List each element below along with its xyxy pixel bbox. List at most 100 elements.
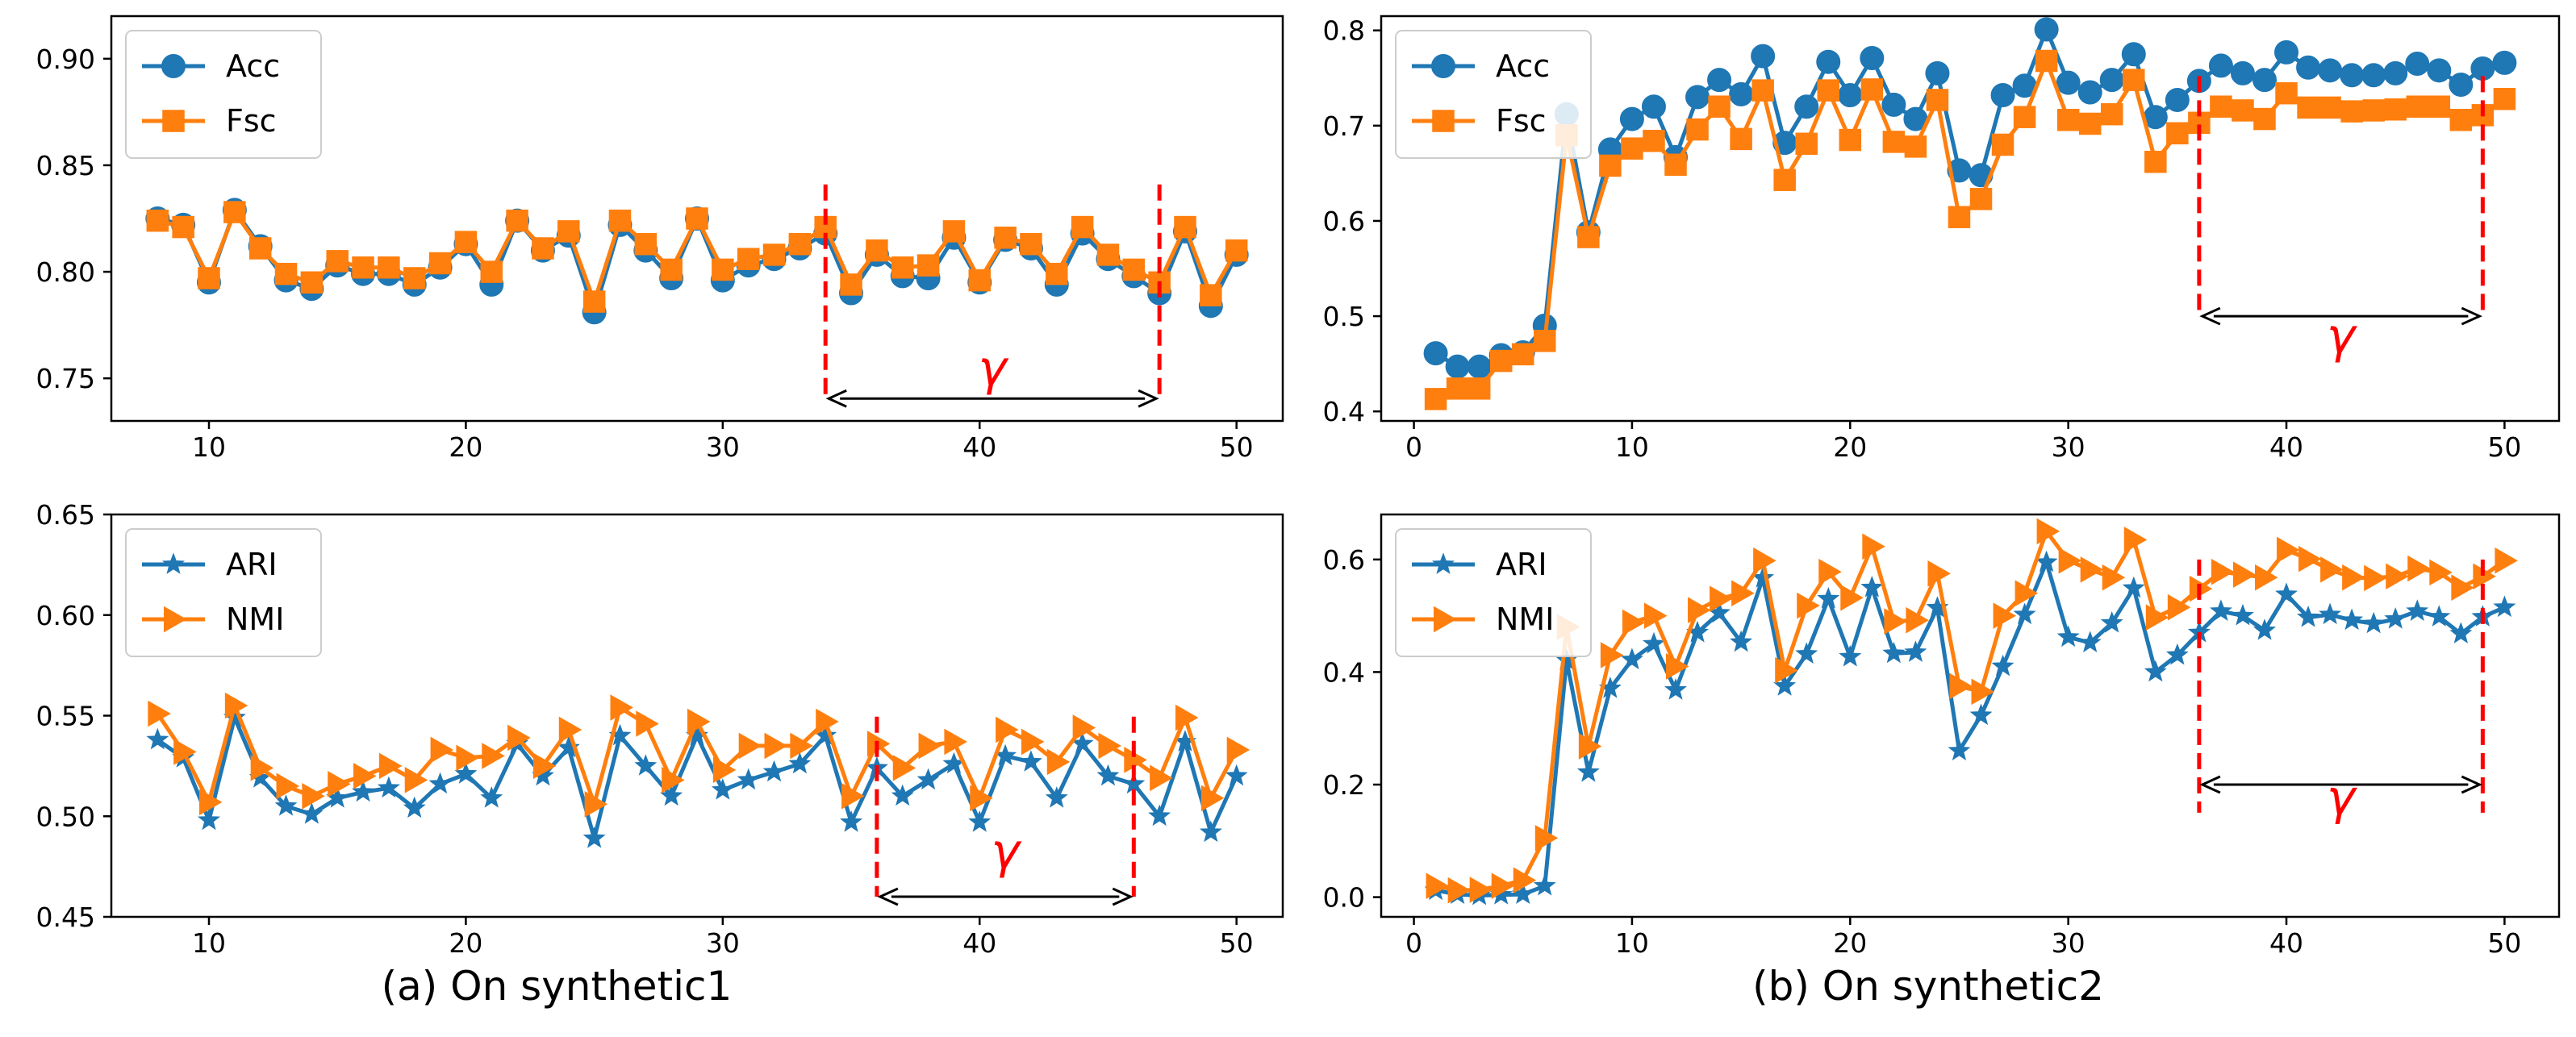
data-point-ari	[2384, 607, 2407, 629]
axes-frame	[110, 15, 1284, 423]
y-tick-label: 0.80	[36, 256, 95, 288]
data-point-nmi	[1753, 547, 1776, 574]
data-point-fsc	[1686, 118, 1709, 141]
data-point-fsc	[1643, 129, 1665, 152]
data-point-fsc	[2275, 81, 2298, 105]
data-point-ari	[1948, 739, 1971, 760]
data-point-nmi	[712, 756, 737, 784]
data-point-fsc	[2319, 96, 2341, 119]
data-point-fsc	[1511, 343, 1534, 366]
data-point-fsc	[1200, 284, 1222, 306]
data-point-ari	[2493, 595, 2516, 618]
data-point-fsc	[1489, 349, 1513, 373]
data-point-nmi	[430, 736, 454, 764]
y-tick-label: 0.50	[36, 801, 95, 832]
data-point-acc	[1729, 81, 1754, 106]
data-point-nmi	[1862, 533, 1885, 560]
x-tick-label: 50	[2487, 431, 2521, 463]
data-point-ari	[1148, 804, 1171, 827]
data-point-nmi	[2123, 527, 2148, 553]
data-point-fsc	[274, 262, 298, 285]
data-point-fsc	[2166, 122, 2189, 145]
data-point-acc	[2361, 63, 2386, 88]
y-tick-label: 0.2	[1323, 769, 1365, 801]
data-point-acc	[2383, 60, 2408, 85]
legend-box	[125, 528, 322, 657]
data-point-ari	[1122, 772, 1146, 794]
data-point-nmi	[1534, 825, 1559, 852]
data-point-nmi	[892, 755, 916, 781]
data-point-ari	[1730, 630, 1753, 652]
data-point-nmi	[328, 771, 351, 798]
legend-label-acc: Acc	[226, 48, 280, 84]
data-point-acc	[2252, 68, 2277, 93]
data-point-acc	[2099, 68, 2124, 93]
data-point-fsc	[1071, 215, 1094, 239]
data-point-nmi	[2342, 564, 2365, 591]
data-point-ari	[634, 754, 658, 776]
data-point-ari	[146, 727, 169, 750]
data-point-nmi	[2211, 558, 2235, 585]
data-point-nmi	[2364, 564, 2387, 592]
data-point-ari	[1773, 674, 1797, 696]
data-point-nmi	[1927, 560, 1951, 587]
legend-label-acc: Acc	[1496, 48, 1550, 84]
x-tick-label: 10	[192, 927, 226, 959]
data-point-ari	[1045, 786, 1068, 808]
data-point-fsc	[223, 201, 246, 223]
data-point-fsc	[532, 237, 554, 260]
legend-marker-fsc	[1432, 110, 1455, 132]
data-point-ari	[2362, 611, 2386, 634]
x-tick-label: 0	[1405, 927, 1422, 959]
x-tick-label: 40	[962, 927, 996, 959]
data-point-nmi	[790, 732, 813, 760]
x-tick-label: 20	[449, 927, 482, 959]
data-point-ari	[2209, 599, 2232, 621]
data-point-fsc	[1446, 377, 1469, 400]
data-point-nmi	[2429, 559, 2453, 586]
data-point-fsc	[686, 207, 708, 230]
data-point-nmi	[173, 739, 197, 765]
data-point-nmi	[1993, 602, 2017, 629]
data-point-nmi	[1578, 733, 1602, 760]
gamma-arrow-right-head	[1112, 887, 1134, 906]
data-point-fsc	[762, 244, 786, 266]
data-point-nmi	[1072, 714, 1096, 741]
data-point-nmi	[199, 789, 223, 816]
x-tick-label: 10	[1615, 927, 1649, 959]
data-point-fsc	[1926, 89, 1949, 111]
data-point-acc	[1881, 92, 1906, 117]
data-point-nmi	[353, 763, 377, 789]
legend-box	[125, 30, 322, 159]
data-point-acc	[2492, 50, 2517, 75]
x-tick-label: 50	[2487, 927, 2521, 959]
data-point-ari	[737, 768, 760, 790]
caption-a: (a) On synthetic1	[381, 963, 733, 1010]
y-tick-label: 0.4	[1323, 396, 1365, 427]
data-point-fsc	[2297, 96, 2319, 119]
data-point-nmi	[378, 752, 403, 780]
data-point-fsc	[1046, 262, 1068, 285]
data-point-nmi	[1021, 728, 1045, 756]
data-point-fsc	[2449, 108, 2473, 131]
data-point-acc	[1467, 354, 1492, 379]
data-point-ari	[1904, 640, 1927, 662]
y-tick-label: 0.75	[36, 363, 95, 394]
data-point-nmi	[1906, 606, 1929, 634]
data-point-fsc	[1577, 226, 1600, 248]
data-point-nmi	[456, 744, 479, 772]
data-point-fsc	[1795, 132, 1818, 156]
data-point-nmi	[532, 752, 557, 780]
data-point-nmi	[2451, 574, 2474, 602]
data-point-fsc	[2123, 69, 2145, 91]
data-point-acc	[1619, 106, 1644, 131]
data-point-acc	[1816, 49, 1841, 74]
data-point-fsc	[1839, 128, 1862, 152]
axes-frame	[1380, 15, 2561, 423]
data-point-fsc	[1599, 154, 1622, 177]
data-point-fsc	[1708, 95, 1731, 118]
chart-b-bottom: γ 0 10 20 30 40 50 0.0 0.2 0.4 0.6 ARI NMI	[1323, 513, 2561, 959]
data-point-fsc	[1020, 232, 1042, 256]
data-point-fsc	[2013, 106, 2036, 128]
chart-a-top: γ 10 20 30 40 50 0.75 0.80 0.85 0.90 Acc Fsc	[36, 15, 1284, 463]
